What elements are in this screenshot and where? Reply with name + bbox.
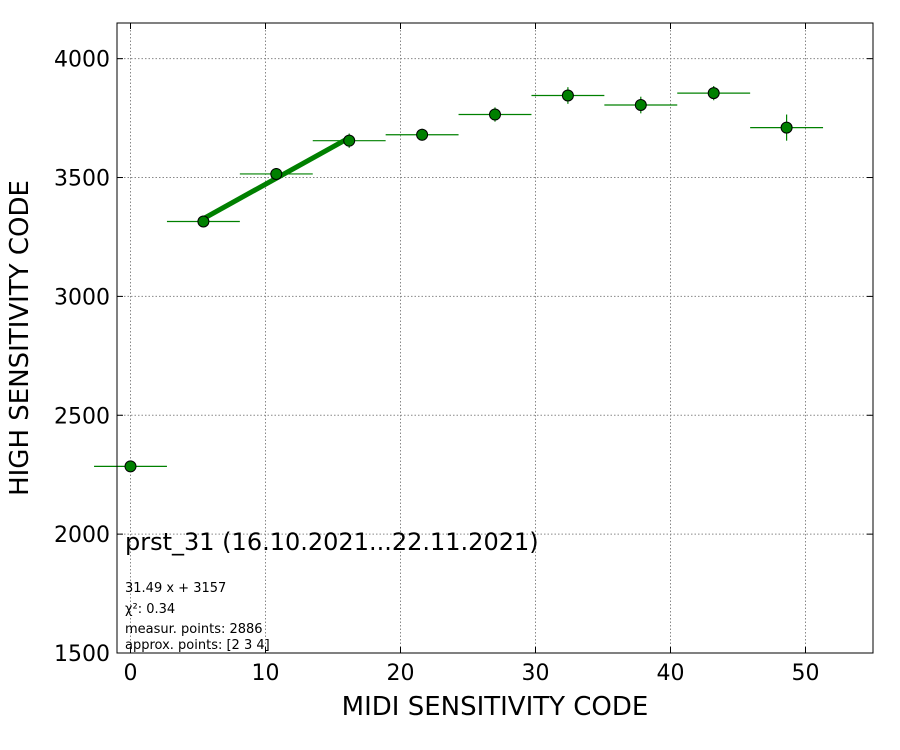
y-tick-label: 3500 [54,167,110,192]
chart-title: prst_31 (16.10.2021...22.11.2021) [125,528,539,556]
error-bars [94,86,824,467]
chi-square-note: χ²: 0.34 [125,602,175,617]
data-point [270,167,283,180]
x-tick-label: 40 [657,661,685,686]
data-point [489,108,501,121]
y-tick-label: 1500 [54,642,110,667]
plot-frame [116,22,874,654]
x-axis-label: MIDI SENSITIVITY CODE [342,692,649,722]
y-tick-label: 2500 [54,404,110,429]
x-tick-label: 30 [522,661,550,686]
data-points [124,87,793,473]
data-point [124,460,137,473]
data-point [707,87,720,100]
data-point [634,99,647,112]
y-tick-label: 4000 [54,48,110,73]
fit-equation-note: 31.49 x + 3157 [125,581,226,596]
y-axis-label: HIGH SENSITIVITY CODE [5,180,35,496]
y-tick-label: 2000 [54,523,110,548]
data-point [197,215,210,228]
x-tick-label: 0 [124,661,138,686]
measur-points-note: measur. points: 2886 [125,622,263,637]
data-point [343,134,356,147]
data-point [780,121,793,134]
approx-points-note: approx. points: [2 3 4] [125,638,270,653]
x-tick-label: 50 [792,661,820,686]
y-tick-label: 3000 [54,285,110,310]
data-point [416,128,429,141]
data-point [561,89,574,102]
x-tick-label: 20 [387,661,415,686]
x-tick-label: 10 [252,661,280,686]
axis-ticks: 0 10 20 30 40 50 1500 2000 2500 3000 3500 4000 [54,23,873,686]
